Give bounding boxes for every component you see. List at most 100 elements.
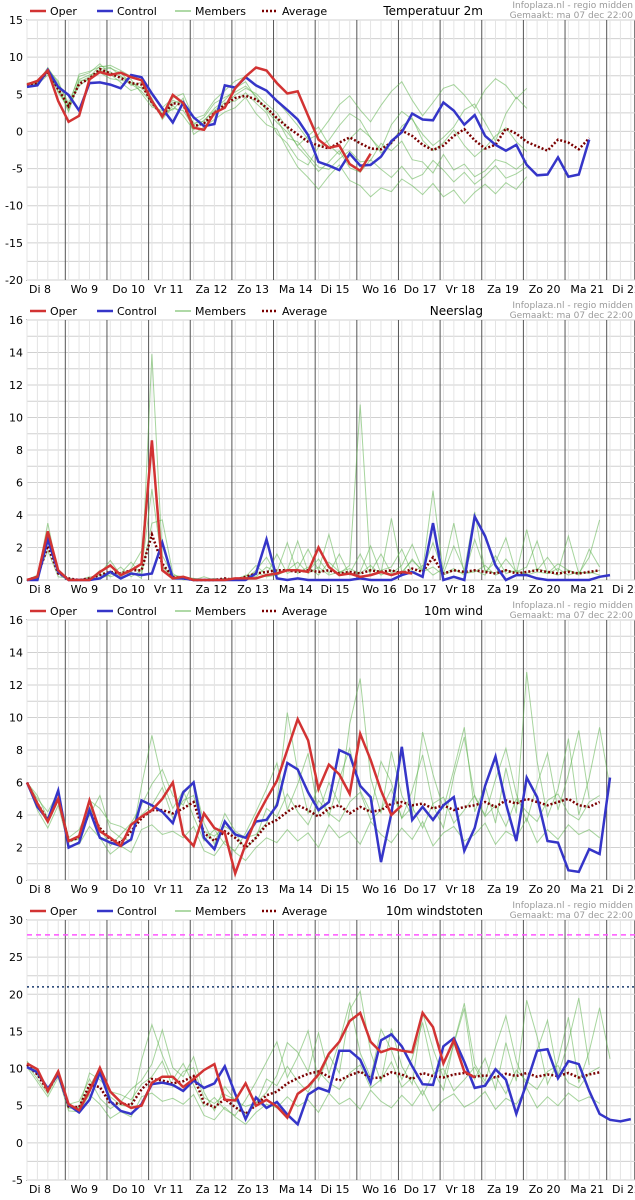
day-label: Do 10 xyxy=(112,583,145,596)
legend-item-average: Average xyxy=(262,5,327,18)
day-label: Wo 16 xyxy=(362,883,396,896)
day-label: Vr 18 xyxy=(445,283,475,296)
day-label: Vr 18 xyxy=(445,883,475,896)
day-label: Di 22 xyxy=(612,1183,635,1196)
day-label: Wo 16 xyxy=(362,283,396,296)
legend-item-control: Control xyxy=(97,905,157,918)
day-label: Ma 14 xyxy=(279,283,313,296)
day-label: Zo 20 xyxy=(529,1183,561,1196)
legend-item-members: Members xyxy=(175,905,246,918)
y-tick-label: 0 xyxy=(16,125,23,138)
legend-label: Control xyxy=(117,905,157,918)
y-tick-label: 15 xyxy=(9,1025,23,1038)
legend-item-control: Control xyxy=(97,305,157,318)
day-label: Do 17 xyxy=(404,283,437,296)
legend-label: Average xyxy=(282,605,327,618)
legend-item-control: Control xyxy=(97,5,157,18)
day-label: Wo 9 xyxy=(71,283,98,296)
made-label: Gemaakt: ma 07 dec 22:00 xyxy=(510,911,634,921)
wind-gusts-chart: 30 25 20 15 10 5 0 -5 Di 8 Wo 9 Do 10 Vr 11 Za 12 Zo … xyxy=(9,901,635,1196)
y-tick-label: -5 xyxy=(12,1174,23,1187)
day-label: Di 8 xyxy=(29,1183,51,1196)
y-tick-label: 5 xyxy=(16,88,23,101)
y-tick-label: 14 xyxy=(9,647,23,660)
wind-chart: 16 14 12 10 8 6 4 2 0 Di 8 Wo 9 Do 10 Vr 11 Za 12 Zo 1… xyxy=(9,601,635,896)
oper-line xyxy=(26,66,372,173)
member-line xyxy=(26,69,528,205)
y-tick-label: -10 xyxy=(5,200,23,213)
chart-title: Temperatuur 2m xyxy=(382,4,483,18)
day-label: Wo 16 xyxy=(362,583,396,596)
y-tick-label: 10 xyxy=(9,412,23,425)
y-tick-label: -20 xyxy=(5,274,23,287)
day-label: Ma 21 xyxy=(570,1183,604,1196)
day-label: Zo 20 xyxy=(529,583,561,596)
control-line xyxy=(25,746,612,874)
day-label: Vr 11 xyxy=(154,583,184,596)
y-tick-label: 2 xyxy=(16,842,23,855)
y-tick-label: 12 xyxy=(9,679,23,692)
legend-item-average: Average xyxy=(262,905,327,918)
day-label: Zo 13 xyxy=(237,1183,269,1196)
day-label: Ma 21 xyxy=(570,283,604,296)
y-tick-label: 0 xyxy=(16,874,23,887)
day-label: Vr 11 xyxy=(154,883,184,896)
day-label: Za 19 xyxy=(487,283,519,296)
day-label: Do 17 xyxy=(404,1183,437,1196)
y-tick-label: 4 xyxy=(16,809,23,822)
source-label: Infoplaza.nl - regio midden xyxy=(512,301,633,311)
legend-item-control: Control xyxy=(97,605,157,618)
day-label: Vr 18 xyxy=(445,1183,475,1196)
source-label: Infoplaza.nl - regio midden xyxy=(512,1,633,11)
day-label: Do 17 xyxy=(404,883,437,896)
day-label: Di 22 xyxy=(612,583,635,596)
legend-label: Control xyxy=(117,5,157,18)
day-label: Do 10 xyxy=(112,1183,145,1196)
control-line xyxy=(26,67,591,179)
day-label: Wo 16 xyxy=(362,1183,396,1196)
day-label: Vr 11 xyxy=(154,1183,184,1196)
day-label: Di 15 xyxy=(321,883,350,896)
y-tick-label: 14 xyxy=(9,347,23,360)
member-line xyxy=(26,519,600,581)
day-label: Zo 13 xyxy=(237,883,269,896)
day-label: Di 22 xyxy=(612,283,635,296)
y-tick-label: 8 xyxy=(16,744,23,757)
y-tick-label: 8 xyxy=(16,444,23,457)
day-label: Di 15 xyxy=(321,583,350,596)
legend-label: Members xyxy=(195,5,246,18)
day-label: Za 12 xyxy=(196,583,228,596)
legend-label: Oper xyxy=(50,5,77,18)
day-label: Do 10 xyxy=(112,883,145,896)
legend-label: Control xyxy=(117,605,157,618)
day-label: Do 10 xyxy=(112,283,145,296)
y-tick-label: 16 xyxy=(9,314,23,327)
member-line xyxy=(26,488,601,581)
y-tick-label: 4 xyxy=(16,509,23,522)
day-label: Di 8 xyxy=(29,583,51,596)
chart-title: 10m wind xyxy=(424,604,483,618)
control-line xyxy=(26,1032,632,1127)
y-tick-label: -5 xyxy=(12,163,23,176)
precipitation-chart: 16 14 12 10 8 6 4 2 0 Di 8 Wo 9 Do 10 Vr 11 Za 12 Zo 1… xyxy=(9,301,635,596)
member-line xyxy=(26,989,611,1117)
legend-label: Members xyxy=(195,605,246,618)
legend-label: Members xyxy=(195,905,246,918)
y-tick-label: 5 xyxy=(16,1100,23,1113)
y-tick-label: 16 xyxy=(9,614,23,627)
y-tick-label: 30 xyxy=(9,914,23,927)
member-line xyxy=(26,782,600,862)
legend-label: Oper xyxy=(50,905,77,918)
day-label: Di 8 xyxy=(29,283,51,296)
oper-line xyxy=(26,440,413,582)
day-label: Di 15 xyxy=(321,283,350,296)
y-tick-label: 6 xyxy=(16,477,23,490)
legend-label: Average xyxy=(282,305,327,318)
y-tick-label: 10 xyxy=(9,51,23,64)
temperature-chart: 15 10 5 0 -5 -10 -15 -20 Di 8 Wo 9 Do 10 Vr 11 Za 12… xyxy=(5,1,635,296)
day-label: Zo 20 xyxy=(529,883,561,896)
day-label: Di 22 xyxy=(612,883,635,896)
day-label: Za 12 xyxy=(196,883,228,896)
day-label: Za 19 xyxy=(487,583,519,596)
y-tick-label: 0 xyxy=(16,574,23,587)
